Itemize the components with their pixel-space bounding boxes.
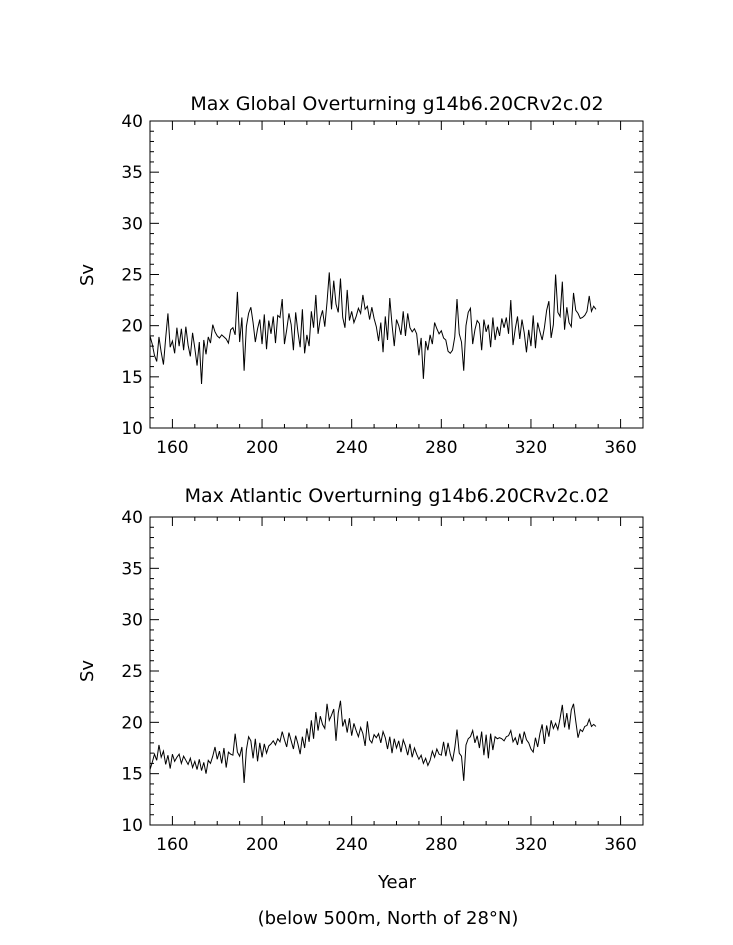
y-tick-label: 25 (121, 266, 143, 286)
y-tick-label: 35 (121, 163, 143, 183)
y-tick-label: 30 (121, 214, 143, 234)
x-tick-label: 280 (425, 835, 457, 855)
y-tick-label: 15 (121, 368, 143, 388)
x-tick-label: 360 (604, 438, 636, 458)
chart-title-atlantic: Max Atlantic Overturning g14b6.20CRv2c.0… (185, 485, 610, 507)
y-tick-label: 10 (121, 816, 143, 836)
footnote: (below 500m, North of 28°N) (258, 908, 519, 929)
plot-frame-atlantic (149, 516, 644, 826)
x-tick-label: 200 (246, 438, 278, 458)
tick-labels-global: 10 15 20 25 30 35 40 160 200 240 280 320 360 (121, 112, 636, 458)
x-axis-label: Year (377, 872, 417, 893)
y-tick-label: 20 (121, 713, 143, 733)
y-tick-label: 25 (121, 662, 143, 682)
x-tick-label: 320 (515, 438, 547, 458)
global-overturning-panel: Max Global Overturning g14b6.20CRv2c.02 … (77, 93, 644, 458)
atlantic-overturning-panel: Max Atlantic Overturning g14b6.20CRv2c.0… (77, 485, 644, 893)
y-tick-label: 40 (121, 112, 143, 132)
x-tick-label: 240 (335, 438, 367, 458)
x-tick-label: 280 (425, 438, 457, 458)
series-line-atlantic (149, 700, 597, 783)
x-tick-label: 200 (246, 835, 278, 855)
y-tick-label: 40 (121, 508, 143, 528)
y-tick-label: 10 (121, 419, 143, 439)
axis-ticks-atlantic (149, 516, 644, 826)
y-axis-label-global: Sv (77, 264, 98, 286)
series-line-global (149, 272, 597, 385)
x-tick-label: 360 (604, 835, 636, 855)
tick-labels-atlantic: 10 15 20 25 30 35 40 160 200 240 280 320 360 (121, 508, 636, 855)
plot-frame-global (149, 120, 644, 429)
y-axis-label-atlantic: Sv (77, 660, 98, 682)
y-tick-label: 15 (121, 765, 143, 785)
x-tick-label: 160 (156, 835, 188, 855)
axis-ticks-global (149, 120, 644, 429)
x-tick-label: 240 (335, 835, 367, 855)
chart-title-global: Max Global Overturning g14b6.20CRv2c.02 (190, 93, 603, 115)
y-tick-label: 20 (121, 317, 143, 337)
y-tick-label: 30 (121, 611, 143, 631)
x-tick-label: 320 (515, 835, 547, 855)
x-tick-label: 160 (156, 438, 188, 458)
y-tick-label: 35 (121, 559, 143, 579)
